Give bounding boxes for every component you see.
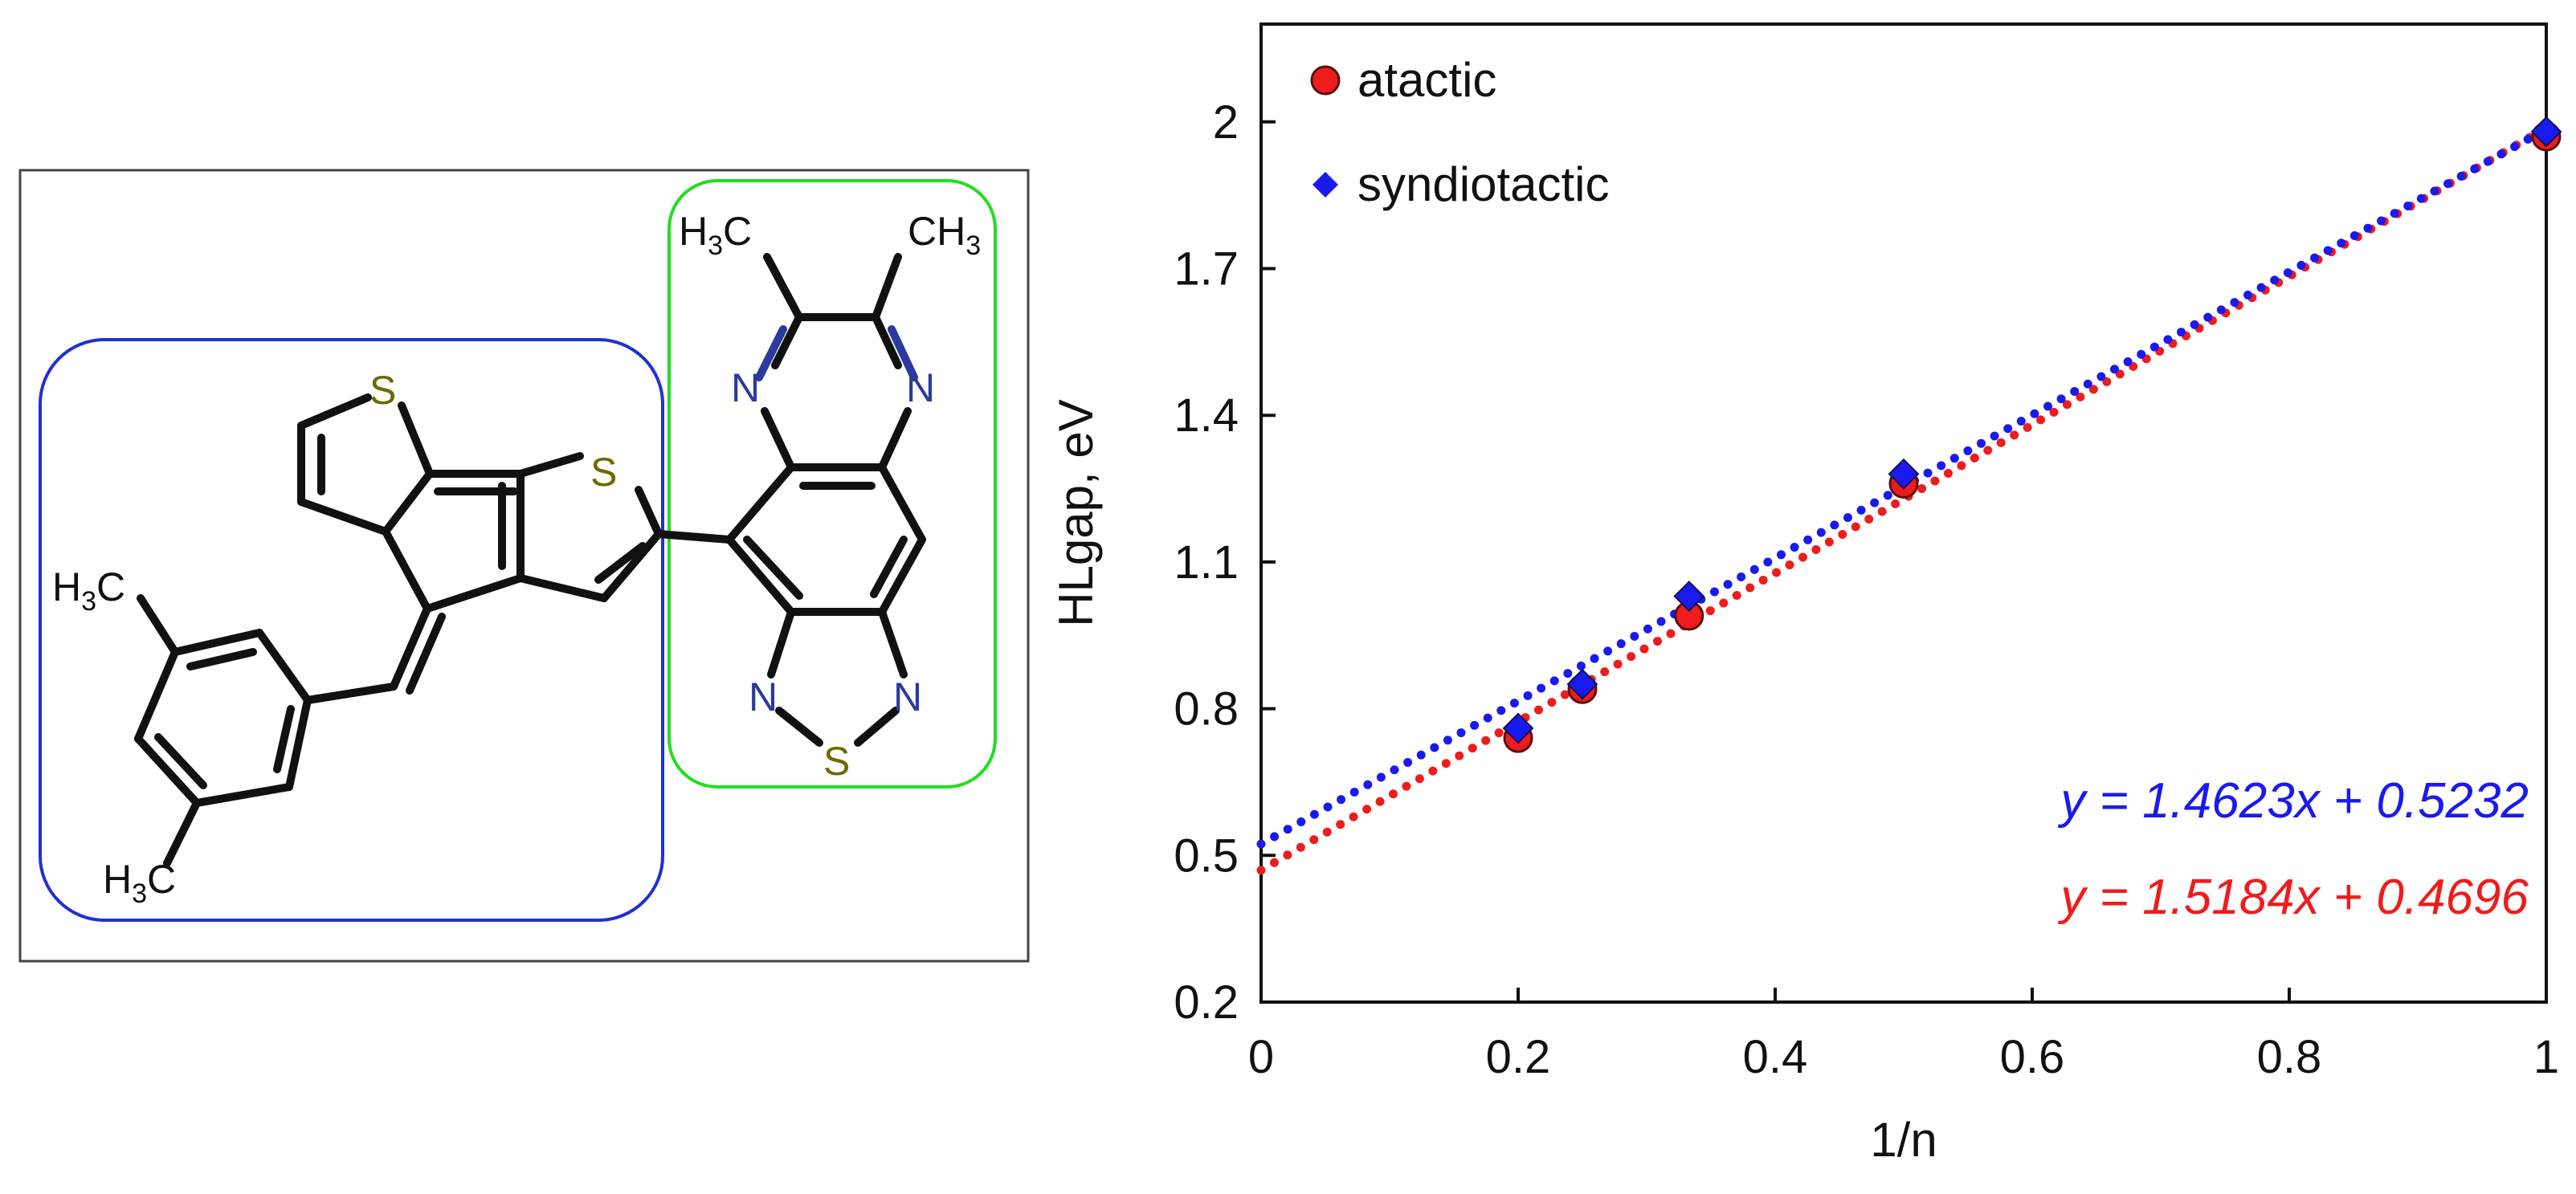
- molecule-structure: S S N N N N S H3C CH3 H3C H3C: [18, 169, 1030, 963]
- marker-syndiotactic: [2530, 116, 2562, 148]
- fit-equation-atactic: y = 1.5184x + 0.4696: [2057, 870, 2529, 925]
- atom-s-thiadiazole: S: [823, 739, 850, 784]
- x-tick-label: 0: [1248, 1031, 1274, 1083]
- atom-n-top-right: N: [906, 365, 935, 410]
- fit-equation-syndiotactic: y = 1.4623x + 0.5232: [2057, 773, 2529, 829]
- x-tick-label: 0.4: [1743, 1031, 1808, 1083]
- x-axis-title: 1/n: [1870, 1113, 1937, 1167]
- atom-labels: S S N N N N S: [369, 365, 935, 784]
- legend-label-atactic: atactic: [1357, 53, 1496, 107]
- y-tick-label: 1.4: [1174, 389, 1239, 442]
- x-tick-label: 1: [2533, 1031, 2559, 1083]
- y-tick-label: 0.5: [1174, 829, 1239, 882]
- axis-labels: 1/n HLgap, eV: [1049, 399, 1937, 1167]
- molecule-frame: [18, 169, 1030, 963]
- y-tick-label: 1.1: [1174, 536, 1239, 589]
- atom-s-thiophene-2: S: [590, 450, 617, 495]
- y-tick-label: 0.2: [1174, 976, 1239, 1029]
- acceptor-box: [667, 179, 997, 789]
- marker-syndiotactic: [1673, 581, 1705, 612]
- marker-syndiotactic: [1502, 712, 1534, 744]
- bond-lines: [134, 253, 926, 867]
- y-tick-label: 1.7: [1174, 243, 1239, 295]
- methyl-top-right: CH3: [908, 209, 981, 261]
- marker-syndiotactic: [1566, 668, 1598, 700]
- methyl-top-left: H3C: [679, 209, 752, 261]
- methyl-aryl-lower: H3C: [103, 857, 176, 909]
- fit-lines: [1256, 123, 2551, 875]
- methyl-labels: H3C CH3 H3C H3C: [52, 209, 981, 909]
- y-axis-title: HLgap, eV: [1049, 399, 1103, 627]
- x-tick-label: 0.6: [2000, 1031, 2065, 1083]
- axes: 0 0.2 0.4 0.6 0.8 10.20.50.81.11.41.72: [1174, 22, 2559, 1083]
- y-tick-label: 0.8: [1174, 683, 1239, 736]
- legend: atactic syndiotactic y = 1.4623x + 0.5232 y…: [1310, 53, 2529, 925]
- atom-s-thiophene-1: S: [369, 368, 396, 413]
- legend-marker-syndiotactic: [1312, 172, 1338, 198]
- y-tick-label: 2: [1213, 96, 1239, 149]
- atom-n-thiadiazole-left: N: [749, 674, 778, 719]
- x-tick-label: 0.8: [2257, 1031, 2322, 1083]
- atom-n-thiadiazole-right: N: [893, 674, 922, 719]
- marker-syndiotactic: [1888, 458, 1920, 490]
- atom-n-top-left: N: [731, 365, 760, 410]
- chart-panel: 0 0.2 0.4 0.6 0.8 1 0.2 0.5 0.8 1.1 1.4 1.7 2 atacti…: [1044, 0, 2576, 1190]
- hlgap-chart: 0 0.2 0.4 0.6 0.8 10.20.50.81.11.41.72 atacti…: [1049, 22, 2562, 1167]
- donor-box: [39, 338, 664, 922]
- legend-label-syndiotactic: syndiotactic: [1357, 157, 1609, 211]
- data-markers: [1502, 116, 2562, 753]
- methyl-aryl-upper: H3C: [52, 564, 125, 617]
- molecule-panel: S S N N N N S H3C CH3 H3C H3C: [0, 0, 1044, 1190]
- x-tick-label: 0.2: [1486, 1031, 1551, 1083]
- plot-frame: [1259, 22, 2548, 1004]
- legend-marker-atactic: [1310, 65, 1341, 96]
